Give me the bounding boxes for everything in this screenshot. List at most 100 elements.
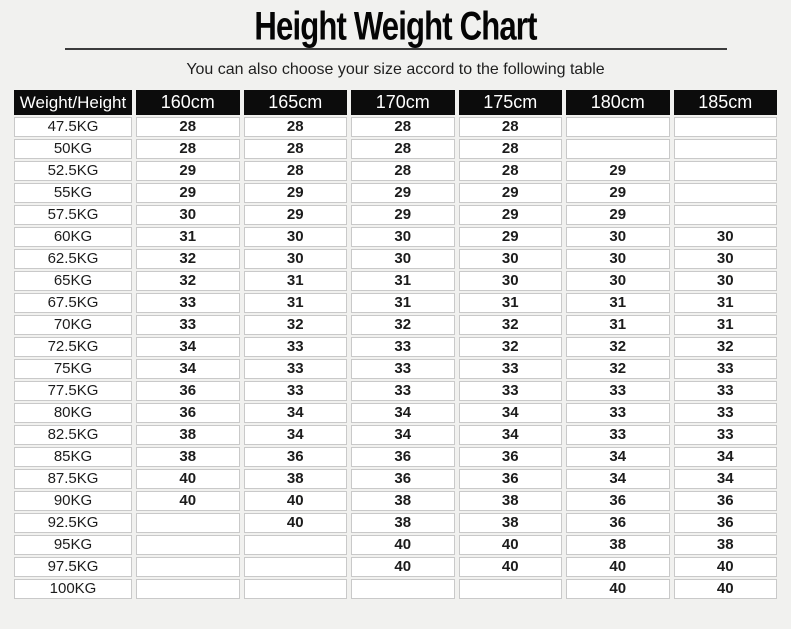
- weight-cell: 92.5KG: [14, 513, 132, 533]
- table-row: 55KG 29 29 29 29 29: [14, 183, 777, 203]
- size-cell: [673, 205, 777, 225]
- size-cell: 33: [566, 381, 670, 401]
- size-cell: 36: [673, 513, 777, 533]
- size-cell: 36: [136, 403, 240, 423]
- size-cell: 36: [351, 469, 455, 489]
- column-header: 185cm: [673, 90, 777, 115]
- size-cell: 33: [243, 337, 347, 357]
- size-cell: 32: [458, 315, 562, 335]
- size-cell: 28: [136, 117, 240, 137]
- size-cell: 29: [351, 205, 455, 225]
- size-cell: 34: [673, 469, 777, 489]
- size-cell: 40: [458, 535, 562, 555]
- size-cell: 30: [458, 271, 562, 291]
- size-cell: [458, 579, 562, 599]
- table-row: 62.5KG 32 30 30 30 30 30: [14, 249, 777, 269]
- size-cell: [351, 579, 455, 599]
- size-cell: 33: [566, 403, 670, 423]
- column-header: 160cm: [136, 90, 240, 115]
- size-cell: 28: [136, 139, 240, 159]
- table-row: 72.5KG 34 33 33 32 32 32: [14, 337, 777, 357]
- weight-cell: 57.5KG: [14, 205, 132, 225]
- size-cell: 34: [351, 425, 455, 445]
- size-cell: 40: [458, 557, 562, 577]
- table-row: 70KG 33 32 32 32 31 31: [14, 315, 777, 335]
- size-cell: 31: [243, 293, 347, 313]
- size-cell: 34: [243, 425, 347, 445]
- subtitle: You can also choose your size accord to …: [186, 61, 605, 78]
- size-cell: 28: [458, 139, 562, 159]
- size-cell: [243, 535, 347, 555]
- size-cell: [673, 183, 777, 203]
- weight-cell: 65KG: [14, 271, 132, 291]
- size-cell: 28: [243, 117, 347, 137]
- table-row: 77.5KG 36 33 33 33 33 33: [14, 381, 777, 401]
- size-cell: 30: [351, 227, 455, 247]
- size-cell: 33: [243, 359, 347, 379]
- size-cell: 29: [351, 183, 455, 203]
- size-cell: 28: [458, 117, 562, 137]
- size-cell: 40: [673, 579, 777, 599]
- size-cell: 29: [566, 183, 670, 203]
- size-cell: 30: [136, 205, 240, 225]
- height-weight-table: Weight/Height 160cm 165cm 170cm 175cm 180cm 18…: [10, 88, 781, 601]
- title-divider: [64, 48, 727, 50]
- size-cell: [673, 161, 777, 181]
- size-cell: 40: [673, 557, 777, 577]
- table-row: 47.5KG 28 28 28 28: [14, 117, 777, 137]
- size-cell: 30: [243, 227, 347, 247]
- size-cell: 33: [673, 403, 777, 423]
- size-cell: [136, 579, 240, 599]
- table-row: 80KG 36 34 34 34 33 33: [14, 403, 777, 423]
- size-cell: 34: [458, 403, 562, 423]
- page-title: Height Weight Chart: [254, 4, 537, 49]
- size-cell: 33: [673, 359, 777, 379]
- size-cell: [243, 557, 347, 577]
- size-cell: 36: [566, 513, 670, 533]
- size-cell: 31: [351, 293, 455, 313]
- size-cell: 30: [566, 271, 670, 291]
- size-cell: 30: [351, 249, 455, 269]
- size-cell: [566, 117, 670, 137]
- size-cell: [566, 139, 670, 159]
- size-cell: [673, 117, 777, 137]
- size-cell: 32: [566, 337, 670, 357]
- size-cell: 31: [136, 227, 240, 247]
- size-cell: 28: [351, 161, 455, 181]
- weight-cell: 82.5KG: [14, 425, 132, 445]
- table-row: 52.5KG 29 28 28 28 29: [14, 161, 777, 181]
- weight-cell: 72.5KG: [14, 337, 132, 357]
- weight-cell: 77.5KG: [14, 381, 132, 401]
- table-row: 50KG 28 28 28 28: [14, 139, 777, 159]
- size-cell: 28: [243, 139, 347, 159]
- column-header: 170cm: [351, 90, 455, 115]
- size-cell: 30: [243, 249, 347, 269]
- size-cell: [673, 139, 777, 159]
- weight-cell: 55KG: [14, 183, 132, 203]
- size-chart-page: Height Weight Chart You can also choose …: [0, 4, 791, 629]
- size-cell: 30: [566, 227, 670, 247]
- size-cell: 33: [136, 315, 240, 335]
- size-cell: [136, 557, 240, 577]
- size-cell: 30: [673, 271, 777, 291]
- size-cell: [136, 513, 240, 533]
- size-cell: 30: [458, 249, 562, 269]
- size-cell: 31: [566, 293, 670, 313]
- size-cell: 33: [458, 381, 562, 401]
- size-cell: 36: [458, 469, 562, 489]
- size-cell: 34: [136, 337, 240, 357]
- size-cell: 31: [673, 315, 777, 335]
- size-cell: 34: [566, 469, 670, 489]
- size-cell: 40: [243, 513, 347, 533]
- size-cell: 36: [458, 447, 562, 467]
- size-cell: 33: [351, 381, 455, 401]
- size-cell: 40: [566, 557, 670, 577]
- size-cell: 28: [351, 139, 455, 159]
- size-cell: 36: [566, 491, 670, 511]
- size-cell: 38: [243, 469, 347, 489]
- weight-cell: 67.5KG: [14, 293, 132, 313]
- size-cell: 29: [458, 183, 562, 203]
- size-cell: 34: [458, 425, 562, 445]
- size-cell: 38: [351, 513, 455, 533]
- weight-cell: 52.5KG: [14, 161, 132, 181]
